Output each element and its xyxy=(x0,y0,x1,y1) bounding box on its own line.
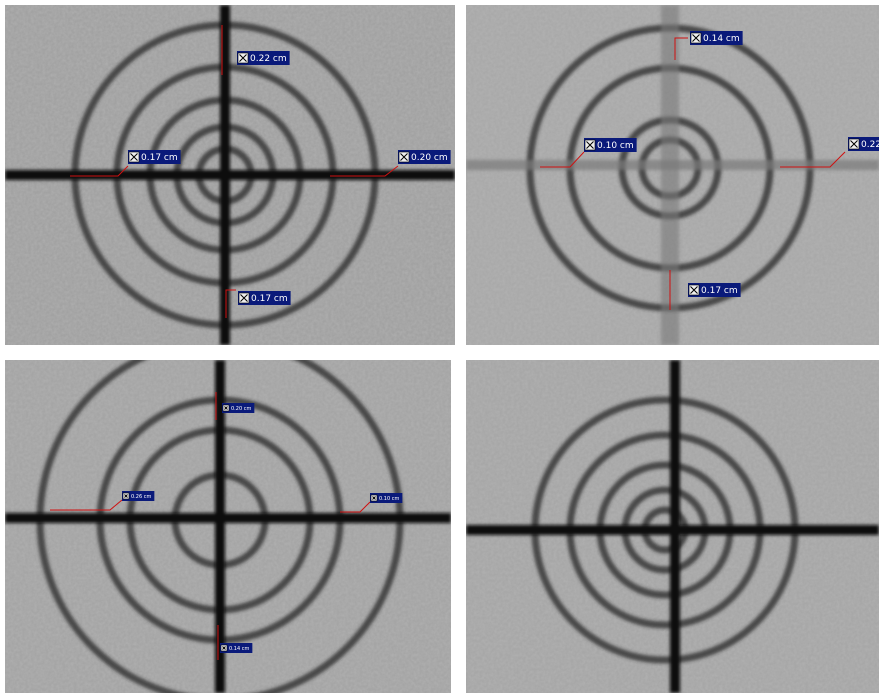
measurement-text: 0.14 cm xyxy=(703,34,740,44)
horizontal-wire xyxy=(5,513,451,523)
measurement-label: 0.17 cm xyxy=(688,283,741,297)
measurement-label: 0.22 cm xyxy=(237,51,290,65)
image-panel: 0.14 cm 0.10 cm 0.22 0.17 cm xyxy=(466,5,879,345)
measurement-label: 0.20 cm xyxy=(398,150,451,164)
horizontal-wire xyxy=(466,160,879,170)
image-panel: 0.22 cm 0.17 cm 0.20 cm 0.17 cm xyxy=(5,5,455,345)
measurement-text: 0.20 cm xyxy=(411,153,448,163)
measurement-label: 0.17 cm xyxy=(238,291,291,305)
horizontal-wire xyxy=(466,525,879,535)
measurement-text: 0.17 cm xyxy=(141,153,178,163)
measurement-label: 0.17 cm xyxy=(128,150,181,164)
measurement-label: 0.22 xyxy=(848,137,879,151)
measurement-text: 0.17 cm xyxy=(701,286,738,296)
measurement-label: 0.10 cm xyxy=(370,493,402,503)
measurement-text: 0.10 cm xyxy=(597,141,634,151)
measurement-text: 0.20 cm xyxy=(231,406,251,412)
radiograph-grid: 0.22 cm 0.17 cm 0.20 cm 0.17 cm 0.14 cm 0.10 … xyxy=(0,0,879,693)
image-panel: 0.20 cm 0.26 cm 0.10 cm 0.14 cm xyxy=(5,340,451,693)
measurement-text: 0.14 cm xyxy=(229,646,249,652)
horizontal-wire xyxy=(5,170,455,180)
measurement-label: 0.14 cm xyxy=(220,643,252,653)
measurement-text: 0.22 xyxy=(861,140,879,150)
measurement-text: 0.10 cm xyxy=(379,496,399,502)
measurement-text: 0.26 cm xyxy=(131,494,151,500)
measurement-label: 0.20 cm xyxy=(222,403,254,413)
measurement-label: 0.10 cm xyxy=(584,138,637,152)
measurement-label: 0.14 cm xyxy=(690,31,743,45)
measurement-text: 0.22 cm xyxy=(250,54,287,64)
measurement-label: 0.26 cm xyxy=(122,491,154,501)
measurement-text: 0.17 cm xyxy=(251,294,288,304)
image-panel xyxy=(466,360,879,693)
